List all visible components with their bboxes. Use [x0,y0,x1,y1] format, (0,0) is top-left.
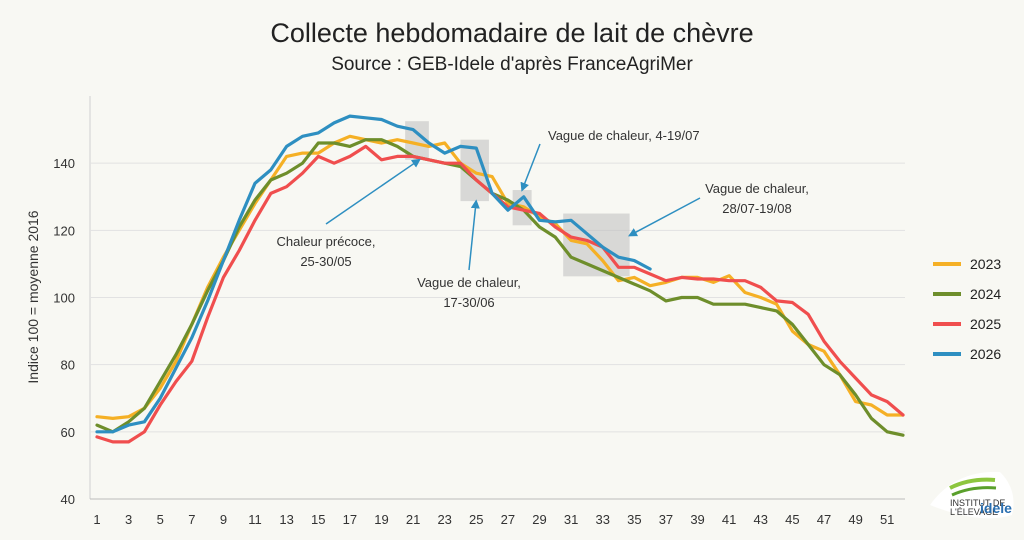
annotations: Chaleur précoce, 25-30/05 Vague de chaleur… [277,128,809,310]
logo-swoosh-icon [949,477,996,490]
legend: 2023 2024 2025 2026 [933,256,1001,362]
x-tick-1: 1 [93,512,100,527]
x-tick-19: 19 [374,512,388,527]
annotation-1-line-1: Chaleur précoce, [277,234,376,249]
x-tick-3: 3 [125,512,132,527]
legend-label-2024: 2024 [970,286,1001,302]
y-tick-80: 80 [61,358,75,373]
logo-swoosh-icon-2 [951,486,997,497]
annotation-3-line-1: Vague de chaleur, 4-19/07 [548,128,700,143]
x-tick-51: 51 [880,512,894,527]
y-tick-labels: 40 60 80 100 120 140 [53,156,75,507]
logo-badge-shape [930,471,1014,519]
y-tick-140: 140 [53,156,75,171]
series-line-2026 [95,114,652,434]
chart-title: Collecte hebdomadaire de lait de chèvre [270,18,753,48]
x-tick-21: 21 [406,512,420,527]
x-tick-labels: 1 3 5 7 9 11 13 15 17 19 21 23 25 27 29 31 33 35 37 39 41 43 4… [93,512,894,527]
x-tick-11: 11 [248,512,262,527]
x-tick-39: 39 [690,512,704,527]
logo-brand: idele [980,500,1012,516]
x-tick-17: 17 [343,512,357,527]
x-tick-7: 7 [188,512,195,527]
legend-label-2025: 2025 [970,316,1001,332]
annotation-4-line-1: Vague de chaleur, [705,181,809,196]
x-tick-47: 47 [817,512,831,527]
legend-label-2023: 2023 [970,256,1001,272]
annotation-2-line-1: Vague de chaleur, [417,275,521,290]
x-tick-27: 27 [501,512,515,527]
x-tick-13: 13 [279,512,293,527]
annotation-arrow-1 [325,158,421,225]
y-tick-60: 60 [61,425,75,440]
annotation-arrow-3 [520,143,541,192]
y-tick-40: 40 [61,492,75,507]
x-tick-31: 31 [564,512,578,527]
y-axis-label: Indice 100 = moyenne 2016 [25,210,41,383]
x-tick-25: 25 [469,512,483,527]
annotation-4-line-2: 28/07-19/08 [722,201,791,216]
x-tick-45: 45 [785,512,799,527]
x-tick-35: 35 [627,512,641,527]
annotation-arrow-4 [628,197,701,237]
legend-label-2026: 2026 [970,346,1001,362]
y-tick-120: 120 [53,223,75,238]
x-tick-15: 15 [311,512,325,527]
annotation-arrow-2 [468,199,480,271]
idele-logo: INSTITUT DE L'ÉLEVAGE idele [930,471,1014,519]
annotation-2-line-2: 17-30/06 [443,295,494,310]
x-tick-43: 43 [754,512,768,527]
x-tick-29: 29 [532,512,546,527]
y-tick-100: 100 [53,291,75,306]
x-tick-41: 41 [722,512,736,527]
series-lines [95,114,905,444]
logo-line-2: L'ÉLEVAGE [950,507,998,517]
gridlines [89,96,905,500]
x-tick-33: 33 [595,512,609,527]
heatwave-box-1 [405,121,429,160]
x-tick-5: 5 [157,512,164,527]
annotation-1-line-2: 25-30/05 [300,254,351,269]
x-tick-37: 37 [659,512,673,527]
logo-line-1: INSTITUT DE [950,498,1005,508]
x-tick-9: 9 [220,512,227,527]
x-tick-49: 49 [848,512,862,527]
x-tick-23: 23 [437,512,451,527]
chart-subtitle: Source : GEB-Idele d'après FranceAgriMer [331,54,693,75]
